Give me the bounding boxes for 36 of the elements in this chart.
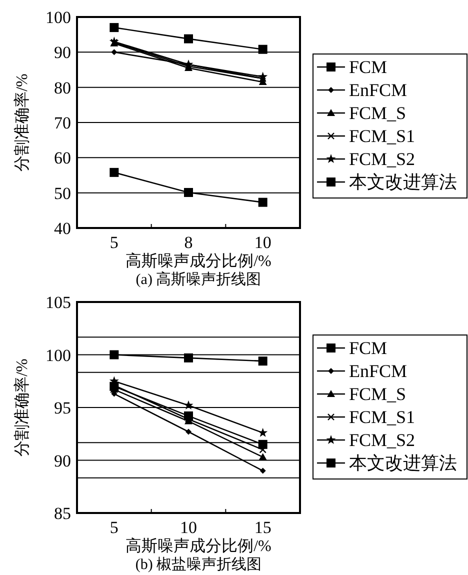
legend-label: FCM — [349, 338, 388, 358]
legend-label: FCM_S2 — [349, 430, 416, 450]
legend-label: EnFCM — [349, 361, 408, 381]
legend-label: EnFCM — [349, 80, 408, 100]
legend-label: FCM_S1 — [349, 126, 416, 146]
x-tick-label: 10 — [254, 233, 272, 252]
x-axis-title: 高斯噪声成分比例/% — [126, 252, 272, 270]
x-tick-label: 5 — [110, 233, 118, 252]
y-axis-title: 分割准确率/% — [13, 358, 31, 456]
y-tick-label: 40 — [54, 219, 71, 238]
y-tick-label: 60 — [54, 148, 71, 168]
y-tick-label: 50 — [54, 184, 71, 203]
x-axis-title: 高斯噪声成分比例/% — [126, 537, 272, 555]
y-tick-label: 105 — [46, 293, 71, 312]
y-tick-label: 90 — [54, 43, 71, 62]
y-tick-label: 90 — [54, 451, 71, 470]
text: (b) 椒盐噪声折线图 — [135, 556, 262, 573]
text: (a) 高斯噪声折线图 — [136, 271, 262, 288]
y-tick-label: 85 — [54, 504, 71, 523]
x-tick-label: 8 — [184, 233, 193, 252]
legend-label: FCM_S — [349, 103, 406, 123]
y-tick-label: 70 — [54, 114, 71, 132]
legend-label: FCM — [349, 57, 388, 77]
legend-label: 本文改进算法 — [349, 453, 457, 473]
y-tick-label: 80 — [54, 78, 71, 98]
x-tick-label: 5 — [110, 518, 118, 537]
legend-label: FCM_S2 — [349, 149, 416, 169]
y-tick-label: 100 — [46, 346, 71, 365]
x-tick-label: 15 — [254, 518, 272, 537]
y-tick-label: 100 — [46, 8, 71, 27]
y-tick-label: 95 — [54, 398, 71, 418]
y-axis-title: 分割准确率/% — [13, 74, 31, 172]
legend-label: 本文改进算法 — [349, 172, 457, 192]
legend-label: FCM_S1 — [349, 407, 416, 427]
x-tick-label: 10 — [180, 518, 197, 537]
legend-label: FCM_S — [349, 384, 406, 404]
